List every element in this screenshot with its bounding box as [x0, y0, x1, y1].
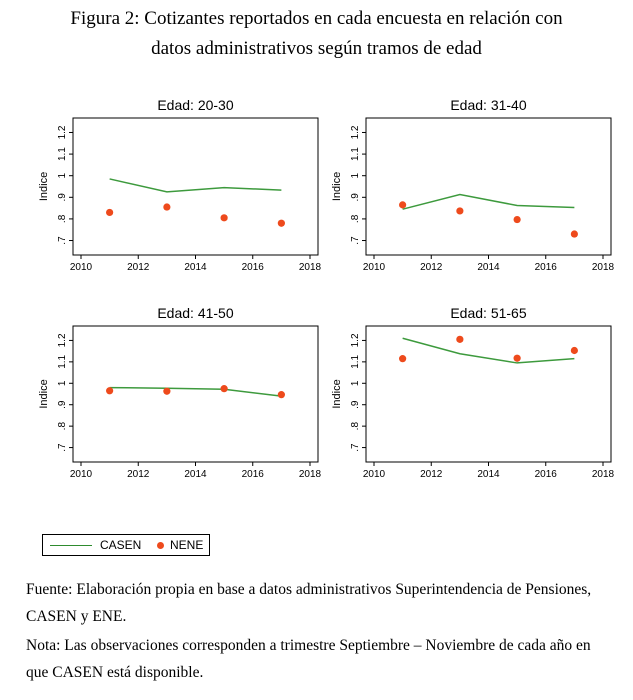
- y-tick-label: 1.1: [57, 354, 68, 368]
- chart-panel-1: Edad: 20-30 Indice .7 .8 .9 1 1.1 1.2 2010 2012 20…: [38, 97, 322, 273]
- panel-title: Edad: 41-50: [157, 305, 233, 321]
- x-tick-label: 2014: [477, 469, 500, 480]
- x-tick-label: 2018: [592, 469, 615, 480]
- x-tick-label: 2010: [70, 262, 93, 273]
- y-tick-label: .8: [350, 422, 361, 431]
- chart-panel-2: Edad: 31-40 Indice .7 .8 .9 1 1.1 1.2 2010 2012 20…: [331, 97, 615, 273]
- x-tick-label: 2014: [477, 262, 500, 273]
- nene-point: [220, 385, 228, 393]
- x-tick-label: 2010: [70, 469, 93, 480]
- casen-line: [109, 386, 282, 397]
- nene-point: [163, 387, 171, 395]
- x-tick-label: 2012: [420, 469, 443, 480]
- x-tick-label: 2012: [127, 469, 150, 480]
- y-axis-label: Indice: [331, 172, 343, 201]
- legend-nene-label: NENE: [170, 538, 204, 552]
- y-tick-label: .8: [57, 214, 68, 223]
- x-tick-label: 2016: [242, 469, 265, 480]
- y-tick-label: .8: [350, 214, 361, 223]
- y-tick-label: .7: [57, 236, 68, 245]
- y-tick-label: 1.1: [57, 147, 68, 161]
- y-tick-label: 1: [57, 172, 68, 178]
- chart-panel-4: Edad: 51-65 Indice .7 .8 .9 1 1.1 1.2 2010 2012 20…: [331, 305, 615, 480]
- chart-panel-3: Edad: 41-50 Indice .7 .8 .9 1 1.1 1.2 2010 2012 20…: [38, 305, 322, 480]
- y-tick-label: 1: [57, 380, 68, 386]
- y-tick-label: 1: [350, 172, 361, 178]
- y-tick-label: 1: [350, 380, 361, 386]
- casen-line: [109, 178, 282, 193]
- y-tick-label: .9: [350, 400, 361, 409]
- x-tick-label: 2010: [363, 469, 386, 480]
- x-tick-label: 2014: [184, 262, 207, 273]
- y-axis-label: Indice: [38, 379, 50, 408]
- plot-frame: [365, 325, 612, 463]
- y-tick-label: .7: [57, 443, 68, 452]
- nene-point: [220, 214, 228, 222]
- y-tick-label: .8: [57, 422, 68, 431]
- nene-point: [570, 346, 578, 355]
- y-axis-label: Indice: [331, 379, 343, 408]
- nene-point: [570, 230, 578, 238]
- y-tick-label: .9: [57, 193, 68, 202]
- casen-line: [402, 337, 575, 364]
- figure-caption-line1: Figura 2: Cotizantes reportados en cada …: [70, 8, 563, 29]
- x-tick-label: 2014: [184, 469, 207, 480]
- figure-caption-line2: datos administrativos según tramos de ed…: [151, 38, 482, 59]
- y-tick-label: .9: [57, 400, 68, 409]
- y-tick-label: 1.1: [350, 354, 361, 368]
- panel-title: Edad: 51-65: [450, 305, 526, 321]
- nene-point: [456, 335, 464, 343]
- nene-point: [106, 208, 114, 217]
- nene-point: [513, 215, 521, 224]
- panel-title: Edad: 31-40: [450, 97, 526, 113]
- source-note: Fuente: Elaboración propia en base a dat…: [26, 581, 592, 625]
- x-tick-label: 2018: [592, 262, 615, 273]
- panel-title: Edad: 20-30: [157, 97, 233, 113]
- x-tick-label: 2016: [242, 262, 265, 273]
- x-tick-label: 2016: [535, 262, 558, 273]
- x-tick-label: 2012: [127, 262, 150, 273]
- x-tick-label: 2010: [363, 262, 386, 273]
- y-tick-label: 1.2: [350, 333, 361, 347]
- x-tick-label: 2018: [299, 262, 322, 273]
- nene-point: [399, 355, 407, 363]
- legend-nene-swatch: [157, 542, 164, 549]
- nene-point: [277, 219, 285, 227]
- y-axis-label: Indice: [38, 172, 50, 201]
- charts-area: Edad: 20-30 Indice .7 .8 .9 1 1.1 1.2 2010 2012 20…: [38, 97, 615, 480]
- legend-casen-label: CASEN: [100, 538, 142, 552]
- footnote: Nota: Las observaciones corresponden a t…: [26, 637, 591, 681]
- nene-point: [106, 387, 114, 395]
- casen-line: [402, 193, 575, 210]
- plot-frame: [72, 325, 319, 463]
- y-tick-label: 1.2: [57, 125, 68, 139]
- legend: CASEN NENE: [42, 534, 210, 556]
- x-tick-label: 2016: [535, 469, 558, 480]
- legend-casen-swatch: [50, 545, 92, 546]
- nene-point: [277, 391, 285, 399]
- plot-frame: [72, 117, 319, 256]
- nene-point: [456, 207, 464, 215]
- y-tick-label: 1.2: [350, 125, 361, 139]
- y-tick-label: 1.1: [350, 147, 361, 161]
- y-tick-label: 1.2: [57, 333, 68, 347]
- nene-point: [513, 354, 521, 362]
- x-tick-label: 2018: [299, 469, 322, 480]
- y-tick-label: .7: [350, 236, 361, 245]
- nene-point: [163, 203, 171, 211]
- nene-point: [399, 201, 407, 209]
- plot-frame: [365, 117, 612, 256]
- y-tick-label: .9: [350, 193, 361, 202]
- y-tick-label: .7: [350, 443, 361, 452]
- x-tick-label: 2012: [420, 262, 443, 273]
